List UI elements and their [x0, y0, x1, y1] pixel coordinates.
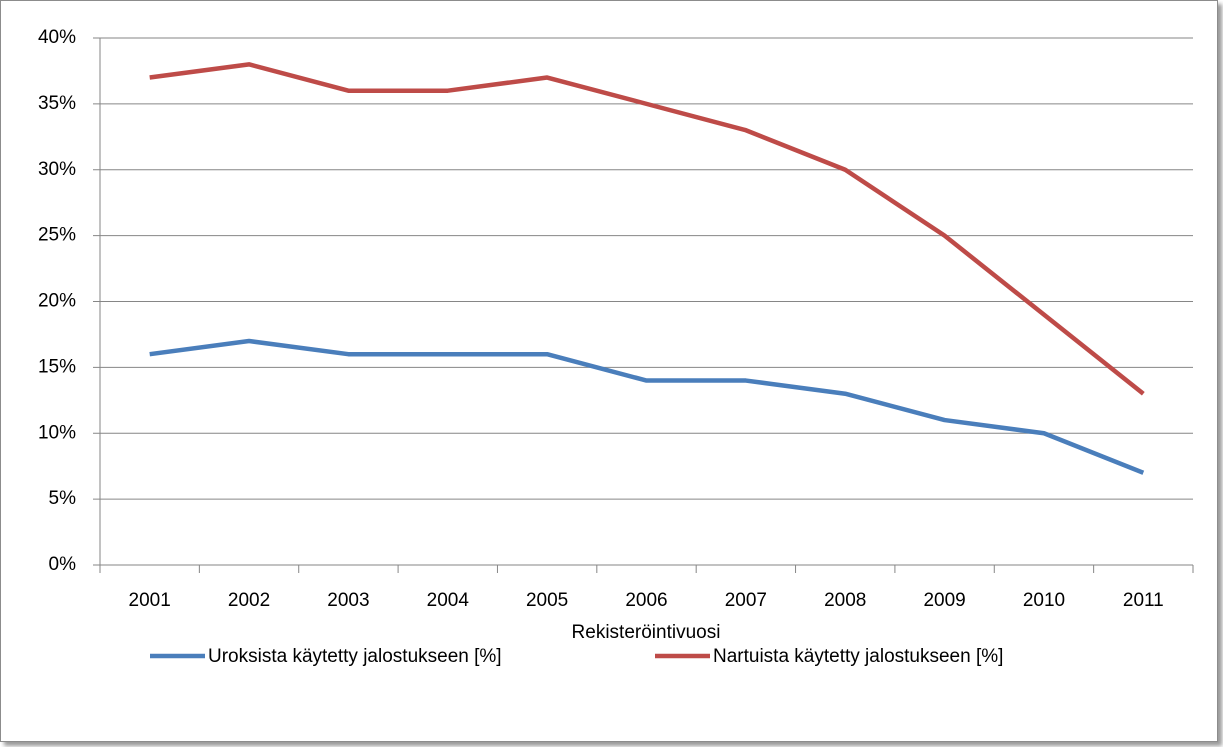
line-series — [149, 62, 1145, 396]
line-series — [149, 338, 1145, 475]
x-tick-label: 2002 — [228, 590, 270, 611]
x-tick-label: 2009 — [923, 590, 965, 611]
x-tick-label: 2008 — [824, 590, 866, 611]
y-tick-label: 20% — [38, 291, 76, 312]
x-tick-label: 2007 — [725, 590, 767, 611]
y-tick-label: 35% — [38, 93, 76, 114]
x-tick-label: 2006 — [625, 590, 667, 611]
x-tick-label: 2001 — [129, 590, 171, 611]
y-tick-label: 10% — [38, 422, 76, 443]
x-axis-label: Rekisteröintivuosi — [572, 622, 721, 643]
y-tick-label: 0% — [49, 554, 77, 575]
x-tick-label: 2003 — [327, 590, 369, 611]
x-tick-label: 2005 — [526, 590, 568, 611]
legend-label: Uroksista käytetty jalostukseen [%] — [208, 646, 502, 667]
y-tick-label: 5% — [49, 488, 77, 509]
y-tick-label: 15% — [38, 356, 76, 377]
x-tick-label: 2004 — [427, 590, 470, 611]
y-tick-label: 30% — [38, 159, 76, 180]
legend-label: Nartuista käytetty jalostukseen [%] — [713, 646, 1003, 667]
y-tick-label: 40% — [38, 27, 76, 48]
y-tick-label: 25% — [38, 225, 76, 246]
x-tick-label: 2011 — [1123, 590, 1164, 611]
x-tick-label: 2010 — [1023, 590, 1065, 611]
